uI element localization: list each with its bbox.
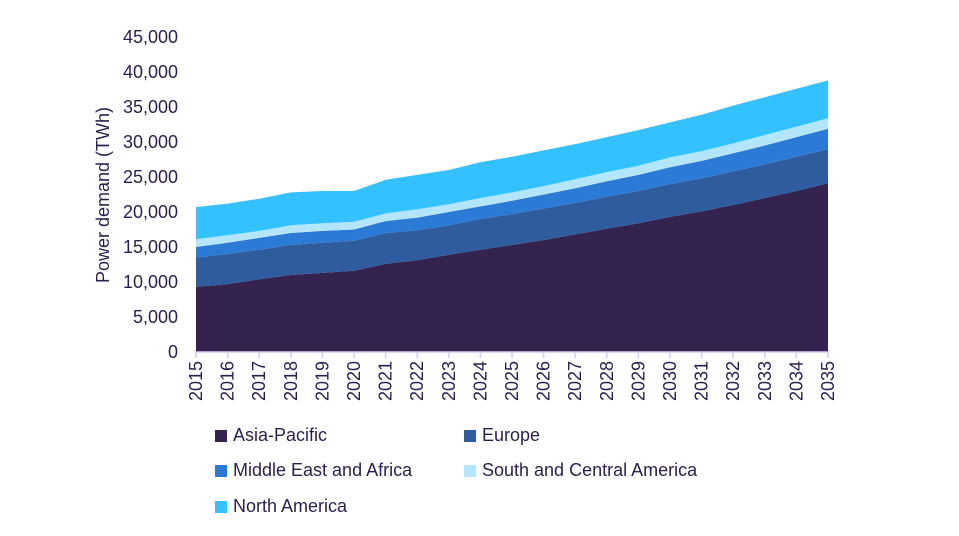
x-tick-label: 2016 xyxy=(218,361,238,401)
x-tick-label: 2030 xyxy=(660,361,680,401)
area-south-and-central-america xyxy=(196,118,828,247)
x-tick-label: 2027 xyxy=(565,361,585,401)
x-tick-label: 2020 xyxy=(344,361,364,401)
y-tick-label: 40,000 xyxy=(123,62,178,82)
y-tick-label: 35,000 xyxy=(123,97,178,117)
legend-label: South and Central America xyxy=(482,460,698,480)
legend-item-asia-pacific: Asia-Pacific xyxy=(215,425,327,446)
areas xyxy=(196,80,828,352)
x-tick-label: 2015 xyxy=(186,361,206,401)
y-tick-label: 0 xyxy=(168,342,178,362)
area-asia-pacific xyxy=(196,183,828,352)
x-tick-label: 2025 xyxy=(502,361,522,401)
y-tick-label: 25,000 xyxy=(123,167,178,187)
x-tick-label: 2032 xyxy=(723,361,743,401)
x-tick-label: 2028 xyxy=(597,361,617,401)
legend-item-north-america: North America xyxy=(215,496,347,517)
x-tick-label: 2031 xyxy=(692,361,712,401)
axes: 2015 2016 2017 2018 2019 2020 2021 2022 2023 2024… xyxy=(123,27,838,401)
y-tick-label: 5,000 xyxy=(133,307,178,327)
legend-swatch xyxy=(215,429,227,442)
y-tick-label: 30,000 xyxy=(123,132,178,152)
x-tick-label: 2022 xyxy=(407,361,427,401)
legend-item-europe: Europe xyxy=(464,425,540,446)
legend-swatch xyxy=(215,500,227,513)
legend-swatch xyxy=(464,429,476,442)
x-tick-label: 2023 xyxy=(439,361,459,401)
x-tick-label: 2026 xyxy=(534,361,554,401)
y-tick-label: 15,000 xyxy=(123,237,178,257)
y-tick-label: 45,000 xyxy=(123,27,178,47)
x-tick-label: 2019 xyxy=(312,361,332,401)
legend-label: North America xyxy=(233,496,348,516)
x-tick-label: 2021 xyxy=(376,361,396,401)
y-axis-title: Power demand (TWh) xyxy=(93,107,113,283)
x-tick-label: 2029 xyxy=(628,361,648,401)
x-tick-label: 2034 xyxy=(786,361,806,401)
y-tick-label: 20,000 xyxy=(123,202,178,222)
area-europe xyxy=(196,149,828,287)
legend-item-south-central-america: South and Central America xyxy=(464,460,697,481)
legend-swatch xyxy=(215,464,227,477)
legend-swatch xyxy=(464,464,476,477)
legend-label: Middle East and Africa xyxy=(233,460,413,480)
x-tick-label: 2035 xyxy=(818,361,838,401)
y-tick-label: 10,000 xyxy=(123,272,178,292)
x-tick-label: 2018 xyxy=(281,361,301,401)
area-north-america xyxy=(196,80,828,240)
legend-item-middle-east-africa: Middle East and Africa xyxy=(215,460,412,481)
x-tick-label: 2033 xyxy=(755,361,775,401)
legend-label: Asia-Pacific xyxy=(233,425,328,445)
legend-label: Europe xyxy=(482,425,541,445)
area-middle-east-and-africa xyxy=(196,128,828,258)
x-tick-label: 2024 xyxy=(470,361,490,401)
x-tick-label: 2017 xyxy=(249,361,269,401)
